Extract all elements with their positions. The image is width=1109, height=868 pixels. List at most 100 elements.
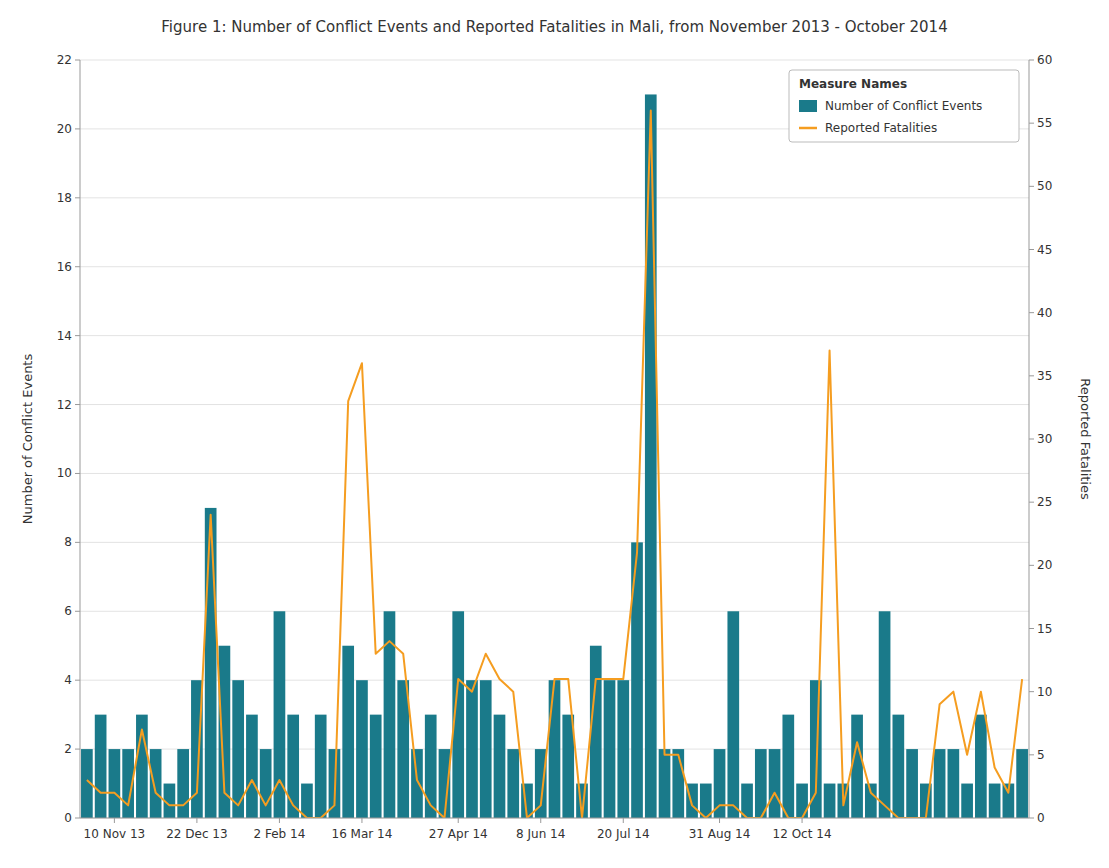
tick-label: 55 <box>1037 116 1052 130</box>
tick-mark <box>540 818 541 823</box>
tick-label: 20 <box>57 122 72 136</box>
grid-line <box>80 542 1029 543</box>
tick-mark <box>75 542 80 543</box>
tick-label: 60 <box>1037 53 1052 67</box>
bar <box>507 749 519 818</box>
tick-label: 10 <box>57 466 72 480</box>
tick-label: 27 Apr 14 <box>429 827 488 841</box>
tick-mark <box>1029 186 1034 187</box>
bar <box>370 715 382 818</box>
bar <box>865 784 877 818</box>
bar <box>260 749 272 818</box>
tick-label: 40 <box>1037 306 1052 320</box>
bar <box>150 749 162 818</box>
y2-axis-line <box>1029 60 1030 818</box>
bar <box>177 749 189 818</box>
bar <box>205 508 217 818</box>
bar <box>975 715 987 818</box>
tick-label: 2 Feb 14 <box>254 827 306 841</box>
tick-label: 12 <box>57 398 72 412</box>
bar <box>700 784 712 818</box>
bar <box>782 715 794 818</box>
grid-line <box>80 473 1029 474</box>
chart: Figure 1: Number of Conflict Events and … <box>0 0 1109 868</box>
tick-label: 16 Mar 14 <box>332 827 393 841</box>
tick-mark <box>196 818 197 823</box>
grid-line <box>80 266 1029 267</box>
tick-mark <box>1029 249 1034 250</box>
legend-swatch <box>799 127 817 130</box>
tick-label: 31 Aug 14 <box>689 827 751 841</box>
tick-label: 30 <box>1037 432 1052 446</box>
y2-axis-label: Reported Fatalities <box>1078 378 1093 500</box>
bar <box>425 715 437 818</box>
bar <box>397 680 409 818</box>
legend-box <box>789 70 1019 142</box>
tick-mark <box>1029 818 1034 819</box>
bar <box>301 784 313 818</box>
tick-mark <box>75 335 80 336</box>
tick-label: 10 <box>1037 685 1052 699</box>
marks <box>81 94 1028 818</box>
bar <box>645 94 657 818</box>
bar <box>604 680 616 818</box>
tick-mark <box>114 818 115 823</box>
tick-label: 14 <box>57 329 72 343</box>
bar <box>824 784 836 818</box>
tick-mark <box>75 611 80 612</box>
tick-mark <box>802 818 803 823</box>
tick-mark <box>75 404 80 405</box>
tick-mark <box>75 197 80 198</box>
bar <box>590 646 602 818</box>
tick-label: 22 Dec 13 <box>166 827 227 841</box>
grid-line <box>80 818 1029 819</box>
legend-label: Reported Fatalities <box>825 121 937 135</box>
bar <box>755 749 767 818</box>
tick-mark <box>1029 439 1034 440</box>
bar <box>934 749 946 818</box>
bar <box>769 749 781 818</box>
tick-label: 10 Nov 13 <box>84 827 146 841</box>
tick-mark <box>1029 502 1034 503</box>
legend-title: Measure Names <box>799 77 907 91</box>
tick-label: 16 <box>57 260 72 274</box>
bar <box>961 784 973 818</box>
bar <box>411 749 423 818</box>
tick-mark <box>719 818 720 823</box>
y-axis-label: Number of Conflict Events <box>20 354 35 525</box>
tick-mark <box>1029 123 1034 124</box>
tick-mark <box>1029 312 1034 313</box>
bar <box>109 749 121 818</box>
tick-label: 4 <box>64 673 72 687</box>
tick-mark <box>75 749 80 750</box>
tick-mark <box>1029 754 1034 755</box>
bar <box>480 680 492 818</box>
grid-line <box>80 404 1029 405</box>
tick-mark <box>458 818 459 823</box>
tick-mark <box>623 818 624 823</box>
tick-label: 50 <box>1037 179 1052 193</box>
tick-mark <box>1029 628 1034 629</box>
bar <box>672 749 684 818</box>
legend-label: Number of Conflict Events <box>825 99 982 113</box>
tick-label: 18 <box>57 191 72 205</box>
tick-mark <box>361 818 362 823</box>
bar <box>948 749 960 818</box>
tick-label: 20 <box>1037 558 1052 572</box>
bar <box>796 784 808 818</box>
tick-mark <box>279 818 280 823</box>
line <box>87 111 1022 818</box>
tick-label: 22 <box>57 53 72 67</box>
bar <box>617 680 629 818</box>
tick-label: 20 Jul 14 <box>597 827 650 841</box>
bar <box>659 749 671 818</box>
tick-label: 35 <box>1037 369 1052 383</box>
title: Figure 1: Number of Conflict Events and … <box>161 18 947 36</box>
tick-label: 12 Oct 14 <box>773 827 832 841</box>
bar <box>741 784 753 818</box>
tick-label: 25 <box>1037 495 1052 509</box>
tick-mark <box>75 266 80 267</box>
tick-mark <box>1029 375 1034 376</box>
bar <box>466 680 478 818</box>
bar <box>714 749 726 818</box>
